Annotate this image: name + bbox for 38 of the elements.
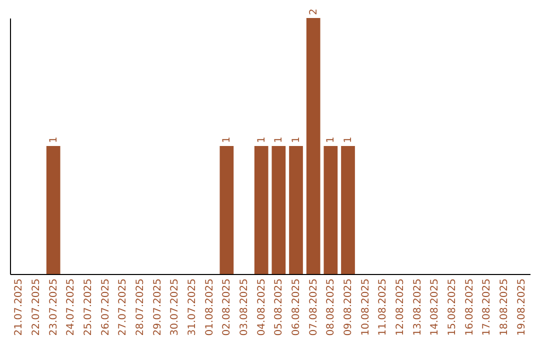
x-tick-label: 28.07.2025 — [135, 278, 146, 336]
data-label: 1 — [48, 136, 60, 143]
x-tick-label: 09.08.2025 — [343, 278, 354, 336]
x-tick-label: 23.07.2025 — [48, 278, 60, 336]
x-tick-label: 08.08.2025 — [326, 278, 337, 336]
x-tick-label: 02.08.2025 — [222, 278, 233, 336]
x-tick-label: 27.07.2025 — [118, 278, 129, 336]
x-tick-label: 30.07.2025 — [170, 278, 181, 336]
x-tick-label: 13.08.2025 — [412, 278, 424, 336]
data-label: 1 — [343, 136, 354, 143]
x-tick-label: 15.08.2025 — [447, 278, 458, 336]
x-tick-label: 26.07.2025 — [100, 278, 112, 336]
x-tick-label: 07.08.2025 — [308, 278, 320, 336]
x-tick-label: 19.08.2025 — [516, 278, 528, 336]
data-label: 2 — [308, 8, 320, 15]
data-label: 1 — [222, 136, 233, 143]
x-tick-label: 24.07.2025 — [66, 278, 77, 336]
x-tick-label: 18.08.2025 — [499, 278, 510, 336]
x-tick-label: 01.08.2025 — [204, 278, 216, 336]
x-tick-label: 05.08.2025 — [274, 278, 285, 336]
x-tick-label: 14.08.2025 — [430, 278, 441, 336]
x-tick-label: 31.07.2025 — [187, 278, 198, 336]
x-tick-label: 10.08.2025 — [360, 278, 372, 336]
data-label: 1 — [274, 136, 285, 143]
data-label: 1 — [326, 136, 337, 143]
x-tick-label: 21.07.2025 — [14, 278, 25, 336]
x-tick-label: 25.07.2025 — [83, 278, 94, 336]
x-tick-label: 12.08.2025 — [395, 278, 406, 336]
x-tick-label: 22.07.2025 — [31, 278, 42, 336]
data-label: 1 — [256, 136, 268, 143]
x-tick-label: 03.08.2025 — [239, 278, 250, 336]
x-tick-label: 11.08.2025 — [378, 278, 389, 336]
x-tick-label: 29.07.2025 — [152, 278, 164, 336]
x-tick-label: 06.08.2025 — [291, 278, 302, 336]
x-tick-label: 04.08.2025 — [256, 278, 268, 336]
x-tick-label: 16.08.2025 — [464, 278, 476, 336]
data-label: 1 — [291, 136, 302, 143]
x-tick-label: 17.08.2025 — [482, 278, 493, 336]
